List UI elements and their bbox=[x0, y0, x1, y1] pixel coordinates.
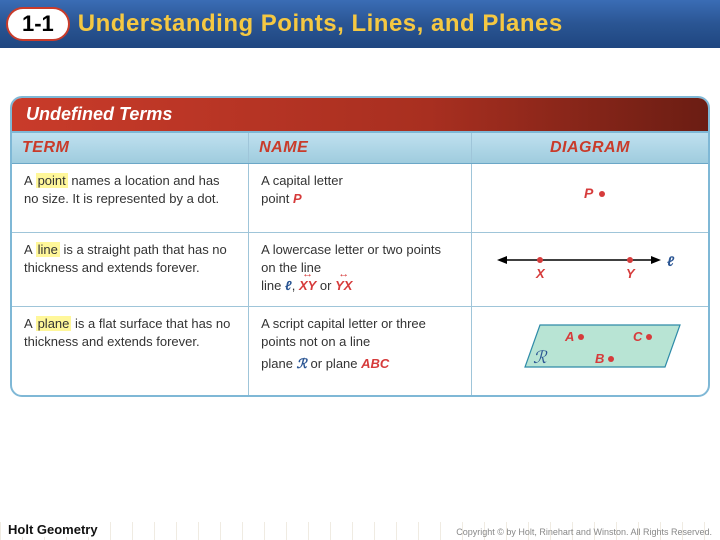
line-diagram: X Y ℓ bbox=[484, 241, 696, 291]
line-script-label: ℓ bbox=[667, 253, 675, 269]
definitions-table: TERM NAME DIAGRAM A point names a locati… bbox=[12, 133, 708, 395]
name-blue: ℛ bbox=[297, 356, 307, 371]
card-heading: Undefined Terms bbox=[12, 98, 708, 133]
definitions-card: Undefined Terms TERM NAME DIAGRAM A poin… bbox=[10, 96, 710, 397]
term-pre: A bbox=[24, 173, 36, 188]
line-svg: X Y ℓ bbox=[495, 246, 685, 286]
footer-copyright: Copyright © by Holt, Rinehart and Winsto… bbox=[456, 527, 712, 537]
plane-diagram: A C B ℛ bbox=[484, 315, 696, 385]
name-pre: plane bbox=[261, 356, 296, 371]
plane-a-label: A bbox=[564, 329, 574, 344]
name-or: or bbox=[316, 278, 335, 293]
point-label: P bbox=[584, 185, 594, 201]
plane-b-label: B bbox=[595, 351, 604, 366]
name-em1: XY bbox=[299, 277, 316, 295]
table-row: A point names a location and has no size… bbox=[12, 164, 708, 233]
term-pre: A bbox=[24, 316, 36, 331]
point-b-icon bbox=[608, 356, 614, 362]
page-title: Understanding Points, Lines, and Planes bbox=[78, 10, 563, 38]
arrow-left-icon bbox=[497, 256, 507, 264]
name-line1: A capital letter bbox=[261, 172, 459, 190]
point-dot-icon bbox=[599, 191, 605, 197]
col-diagram: DIAGRAM bbox=[471, 133, 708, 164]
section-badge: 1-1 bbox=[6, 7, 70, 41]
term-cell: A plane is a flat surface that has no th… bbox=[12, 306, 249, 395]
table-header-row: TERM NAME DIAGRAM bbox=[12, 133, 708, 164]
point-a-icon bbox=[578, 334, 584, 340]
term-highlight: plane bbox=[36, 316, 72, 331]
diagram-cell: A C B ℛ bbox=[471, 306, 708, 395]
line-x-label: X bbox=[535, 266, 546, 281]
name-em: P bbox=[293, 191, 302, 206]
page-header: 1-1 Understanding Points, Lines, and Pla… bbox=[0, 0, 720, 48]
name-cell: A script capital letter or three points … bbox=[249, 306, 472, 395]
point-y-icon bbox=[627, 257, 633, 263]
page-footer: Holt Geometry Copyright © by Holt, Rineh… bbox=[0, 514, 720, 540]
name-em2: YX bbox=[335, 277, 352, 295]
point-x-icon bbox=[537, 257, 543, 263]
name-line1: A lowercase letter or two points on the … bbox=[261, 241, 459, 277]
table-row: A line is a straight path that has no th… bbox=[12, 233, 708, 307]
name-pre: line bbox=[261, 278, 285, 293]
name-or: or plane bbox=[307, 356, 361, 371]
term-pre: A bbox=[24, 242, 36, 257]
table-row: A plane is a flat surface that has no th… bbox=[12, 306, 708, 395]
name-line2: line ℓ, XY or YX bbox=[261, 277, 459, 295]
name-em: ABC bbox=[361, 356, 389, 371]
plane-c-label: C bbox=[633, 329, 643, 344]
name-mid: , bbox=[292, 278, 299, 293]
point-c-icon bbox=[646, 334, 652, 340]
footer-brand: Holt Geometry bbox=[8, 522, 98, 537]
term-highlight: line bbox=[36, 242, 60, 257]
name-blue: ℓ bbox=[285, 278, 292, 293]
term-cell: A point names a location and has no size… bbox=[12, 164, 249, 233]
name-line1: A script capital letter or three points … bbox=[261, 315, 459, 351]
content-area: Undefined Terms TERM NAME DIAGRAM A poin… bbox=[0, 48, 720, 397]
arrow-right-icon bbox=[651, 256, 661, 264]
name-line2: plane ℛ or plane ABC bbox=[261, 355, 459, 373]
term-highlight: point bbox=[36, 173, 68, 188]
name-cell: A lowercase letter or two points on the … bbox=[249, 233, 472, 307]
name-cell: A capital letter point P bbox=[249, 164, 472, 233]
diagram-cell: X Y ℓ bbox=[471, 233, 708, 307]
col-name: NAME bbox=[249, 133, 472, 164]
point-diagram: P bbox=[484, 172, 696, 222]
plane-script-label: ℛ bbox=[533, 348, 548, 367]
point-svg: P bbox=[550, 182, 630, 212]
term-cell: A line is a straight path that has no th… bbox=[12, 233, 249, 307]
name-line2: point P bbox=[261, 190, 459, 208]
plane-svg: A C B ℛ bbox=[495, 315, 685, 385]
col-term: TERM bbox=[12, 133, 249, 164]
name-pre: point bbox=[261, 191, 293, 206]
diagram-cell: P bbox=[471, 164, 708, 233]
line-y-label: Y bbox=[626, 266, 636, 281]
